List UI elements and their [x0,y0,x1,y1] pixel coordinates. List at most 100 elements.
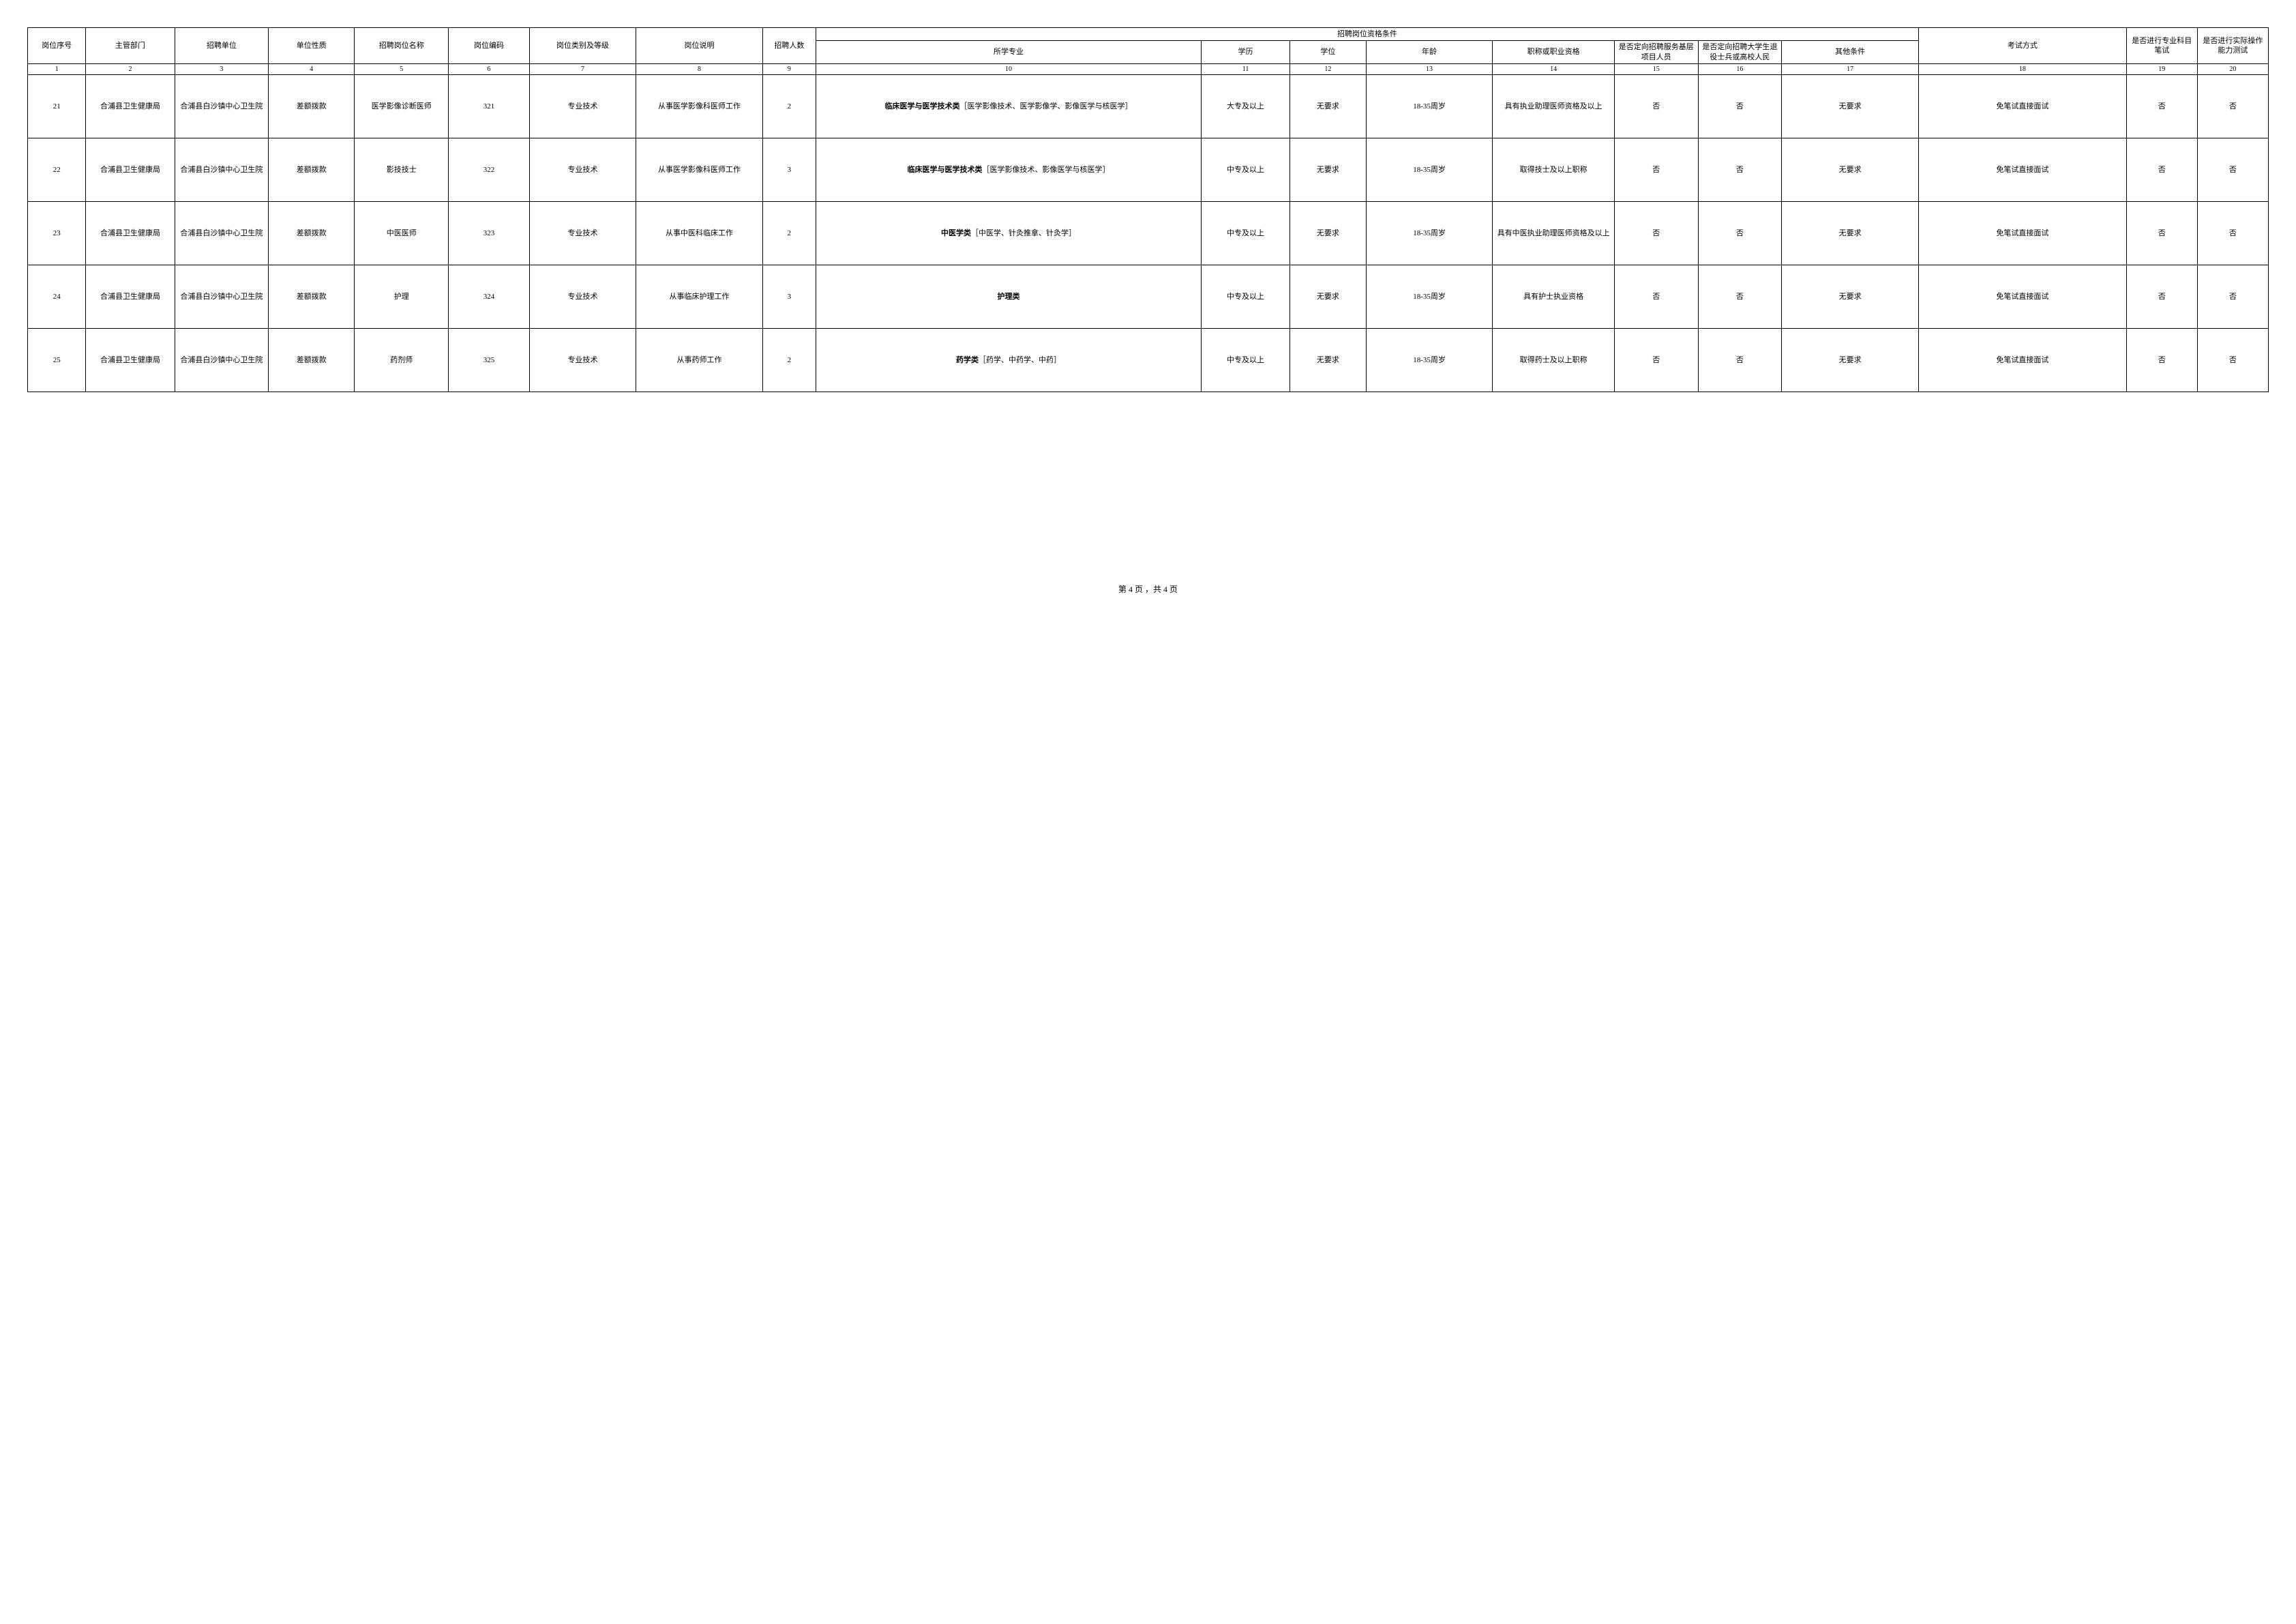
cell-c3: 合浦县白沙镇中心卫生院 [175,265,269,328]
cell-c17: 无要求 [1782,201,1919,265]
col-num: 1 [28,63,86,74]
col-num: 13 [1366,63,1493,74]
cell-c14: 具有执业助理医师资格及以上 [1493,74,1614,138]
cell-c9: 3 [762,265,816,328]
cell-c6: 323 [449,201,530,265]
cell-c7: 专业技术 [529,74,636,138]
cell-c7: 专业技术 [529,328,636,392]
cell-c4: 差额拨款 [269,138,355,201]
col-num: 2 [86,63,175,74]
cell-c7: 专业技术 [529,265,636,328]
cell-c18: 免笔试直接面试 [1918,201,2126,265]
cell-c20: 否 [2197,138,2268,201]
cell-c17: 无要求 [1782,74,1919,138]
major-detail: ［医学影像技术、影像医学与核医学］ [982,166,1109,174]
cell-c14: 具有中医执业助理医师资格及以上 [1493,201,1614,265]
cell-c14: 具有护士执业资格 [1493,265,1614,328]
th-c16: 是否定向招聘大学生退役士兵或高校人民 [1698,41,1782,64]
cell-c10: 护理类 [816,265,1201,328]
cell-c10: 临床医学与医学技术类［医学影像技术、影像医学与核医学］ [816,138,1201,201]
major-detail: ［医学影像技术、医学影像学、影像医学与核医学］ [959,102,1132,110]
cell-c11: 大专及以上 [1201,74,1289,138]
cell-c12: 无要求 [1290,201,1367,265]
cell-c20: 否 [2197,265,2268,328]
col-num: 19 [2126,63,2197,74]
table-row: 23合浦县卫生健康局合浦县白沙镇中心卫生院差额拨款中医医师323专业技术从事中医… [28,201,2269,265]
th-c17: 其他条件 [1782,41,1919,64]
th-c3: 招聘单位 [175,28,269,64]
cell-c4: 差额拨款 [269,328,355,392]
th-c14: 职称或职业资格 [1493,41,1614,64]
major-detail: ［中医学、针灸推拿、针灸学］ [971,229,1076,237]
cell-c8: 从事临床护理工作 [636,265,763,328]
cell-c16: 否 [1698,138,1782,201]
cell-c11: 中专及以上 [1201,201,1289,265]
cell-c9: 2 [762,201,816,265]
cell-c5: 医学影像诊断医师 [355,74,449,138]
cell-c15: 否 [1614,328,1698,392]
table-row: 24合浦县卫生健康局合浦县白沙镇中心卫生院差额拨款护理324专业技术从事临床护理… [28,265,2269,328]
th-c6: 岗位编码 [449,28,530,64]
col-num: 16 [1698,63,1782,74]
cell-c2: 合浦县卫生健康局 [86,138,175,201]
col-num: 18 [1918,63,2126,74]
major-category: 护理类 [997,293,1019,301]
cell-c6: 321 [449,74,530,138]
col-num: 20 [2197,63,2268,74]
cell-c1: 22 [28,138,86,201]
th-c4: 单位性质 [269,28,355,64]
cell-c8: 从事中医科临床工作 [636,201,763,265]
col-num: 8 [636,63,763,74]
table-body: 21合浦县卫生健康局合浦县白沙镇中心卫生院差额拨款医学影像诊断医师321专业技术… [28,74,2269,392]
cell-c19: 否 [2126,201,2197,265]
cell-c17: 无要求 [1782,138,1919,201]
cell-c1: 25 [28,328,86,392]
cell-c8: 从事医学影像科医师工作 [636,74,763,138]
cell-c3: 合浦县白沙镇中心卫生院 [175,328,269,392]
cell-c12: 无要求 [1290,74,1367,138]
table-row: 21合浦县卫生健康局合浦县白沙镇中心卫生院差额拨款医学影像诊断医师321专业技术… [28,74,2269,138]
cell-c13: 18-35周岁 [1366,201,1493,265]
cell-c4: 差额拨款 [269,201,355,265]
major-detail: ［药学、中药学、中药］ [979,356,1061,364]
cell-c3: 合浦县白沙镇中心卫生院 [175,74,269,138]
col-num: 6 [449,63,530,74]
cell-c11: 中专及以上 [1201,138,1289,201]
cell-c6: 322 [449,138,530,201]
cell-c12: 无要求 [1290,138,1367,201]
cell-c11: 中专及以上 [1201,265,1289,328]
cell-c1: 24 [28,265,86,328]
cell-c16: 否 [1698,74,1782,138]
col-num: 4 [269,63,355,74]
column-number-row: 1234567891011121314151617181920 [28,63,2269,74]
cell-c15: 否 [1614,201,1698,265]
th-c19: 是否进行专业科目笔试 [2126,28,2197,64]
cell-c18: 免笔试直接面试 [1918,74,2126,138]
major-category: 中医学类 [941,229,971,237]
cell-c15: 否 [1614,265,1698,328]
page-footer: 第 4 页 ，共 4 页 [27,583,2269,595]
table-header: 岗位序号 主管部门 招聘单位 单位性质 招聘岗位名称 岗位编码 岗位类别及等级 … [28,28,2269,75]
cell-c13: 18-35周岁 [1366,138,1493,201]
cell-c17: 无要求 [1782,328,1919,392]
cell-c14: 取得技士及以上职称 [1493,138,1614,201]
cell-c11: 中专及以上 [1201,328,1289,392]
cell-c16: 否 [1698,328,1782,392]
cell-c3: 合浦县白沙镇中心卫生院 [175,201,269,265]
cell-c20: 否 [2197,74,2268,138]
th-c10: 所学专业 [816,41,1201,64]
cell-c13: 18-35周岁 [1366,328,1493,392]
cell-c15: 否 [1614,138,1698,201]
th-c7: 岗位类别及等级 [529,28,636,64]
table-row: 25合浦县卫生健康局合浦县白沙镇中心卫生院差额拨款药剂师325专业技术从事药师工… [28,328,2269,392]
cell-c20: 否 [2197,201,2268,265]
cell-c14: 取得药士及以上职称 [1493,328,1614,392]
cell-c12: 无要求 [1290,265,1367,328]
col-num: 17 [1782,63,1919,74]
cell-c13: 18-35周岁 [1366,265,1493,328]
cell-c18: 免笔试直接面试 [1918,138,2126,201]
recruitment-table: 岗位序号 主管部门 招聘单位 单位性质 招聘岗位名称 岗位编码 岗位类别及等级 … [27,27,2269,392]
cell-c19: 否 [2126,328,2197,392]
col-num: 15 [1614,63,1698,74]
col-num: 7 [529,63,636,74]
